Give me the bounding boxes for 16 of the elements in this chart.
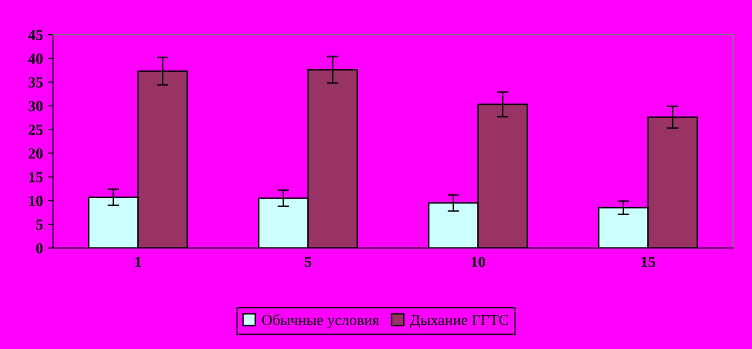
y-tick-label: 15 — [29, 172, 43, 182]
y-tick-label: 35 — [28, 77, 43, 88]
legend-label: Обычные условия — [262, 314, 380, 328]
y-tick-label: 10 — [29, 196, 43, 206]
legend-label: Дыхание ГГТС — [410, 314, 508, 328]
x-tick-label: 10 — [472, 256, 486, 268]
y-tick-label: 30 — [28, 100, 43, 112]
y-tick-label: 5 — [36, 220, 43, 230]
x-tick-label: 15 — [642, 256, 656, 268]
y-tick-label: 45 — [28, 30, 43, 40]
y-tick-label: 25 — [28, 124, 43, 135]
y-tick-label: 40 — [28, 54, 43, 64]
y-tick-label: 0 — [36, 243, 43, 254]
y-tick-label: 20 — [28, 148, 43, 159]
x-tick-label: 1 — [135, 256, 142, 267]
x-tick-label: 5 — [304, 256, 312, 268]
